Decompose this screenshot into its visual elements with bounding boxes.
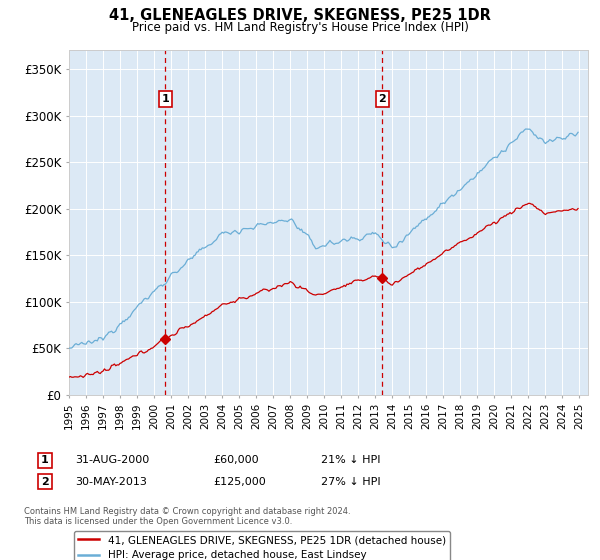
Text: 2: 2 — [41, 477, 49, 487]
Text: 1: 1 — [41, 455, 49, 465]
Text: 41, GLENEAGLES DRIVE, SKEGNESS, PE25 1DR: 41, GLENEAGLES DRIVE, SKEGNESS, PE25 1DR — [109, 8, 491, 24]
Text: £60,000: £60,000 — [213, 455, 259, 465]
Text: £125,000: £125,000 — [213, 477, 266, 487]
Text: 2: 2 — [379, 94, 386, 104]
Legend: 41, GLENEAGLES DRIVE, SKEGNESS, PE25 1DR (detached house), HPI: Average price, d: 41, GLENEAGLES DRIVE, SKEGNESS, PE25 1DR… — [74, 531, 450, 560]
Text: Price paid vs. HM Land Registry's House Price Index (HPI): Price paid vs. HM Land Registry's House … — [131, 21, 469, 34]
Text: 27% ↓ HPI: 27% ↓ HPI — [321, 477, 380, 487]
Text: Contains HM Land Registry data © Crown copyright and database right 2024.
This d: Contains HM Land Registry data © Crown c… — [24, 507, 350, 526]
Text: 21% ↓ HPI: 21% ↓ HPI — [321, 455, 380, 465]
Text: 31-AUG-2000: 31-AUG-2000 — [75, 455, 149, 465]
Text: 1: 1 — [161, 94, 169, 104]
Text: 30-MAY-2013: 30-MAY-2013 — [75, 477, 147, 487]
